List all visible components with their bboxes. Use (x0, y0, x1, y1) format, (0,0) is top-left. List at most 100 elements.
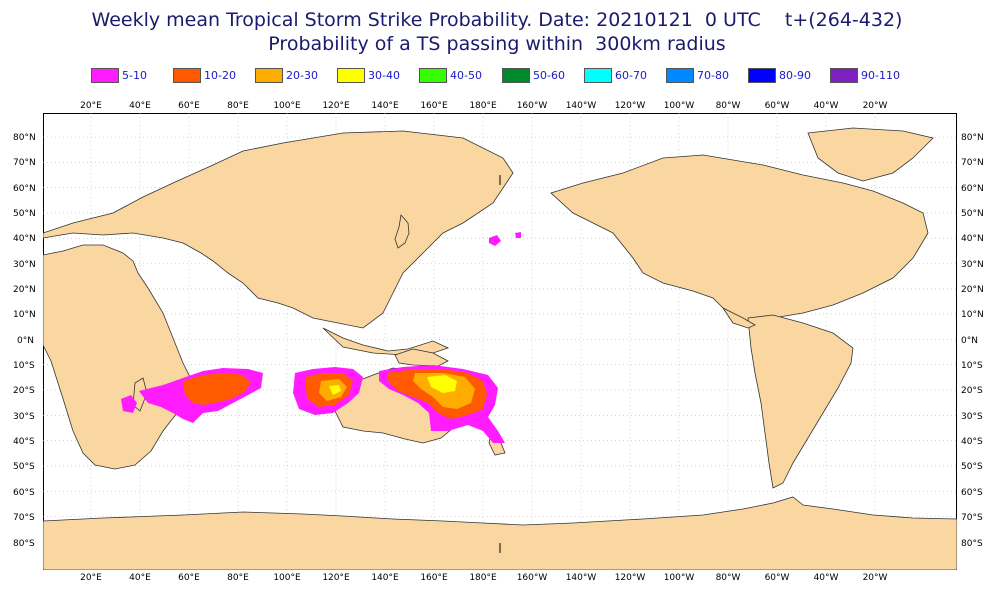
lat-label: 10°N (13, 310, 36, 320)
lat-label: 50°S (961, 462, 983, 472)
lon-label: 40°E (129, 573, 151, 583)
greenland (807, 127, 934, 182)
lat-label: 30°N (13, 260, 36, 270)
legend-item: 10-20 (173, 66, 236, 84)
lat-label: 60°N (13, 184, 36, 194)
north-america (550, 154, 929, 326)
central-america (721, 306, 756, 329)
legend-item: 20-30 (255, 66, 318, 84)
eurasia (43, 130, 514, 329)
lat-label: 30°N (961, 260, 984, 270)
prob-5-10-madagascar (121, 395, 137, 413)
legend-swatch (337, 67, 365, 83)
lon-label: 60°E (178, 101, 200, 111)
legend-swatch (748, 67, 776, 83)
lon-label: 20°E (80, 573, 102, 583)
lat-label: 80°N (13, 133, 36, 143)
land (43, 127, 957, 570)
lon-label: 160°E (420, 101, 448, 111)
lat-label: 0°N (17, 336, 34, 346)
lat-label: 60°S (13, 488, 35, 498)
lon-label: 100°W (663, 101, 695, 111)
legend-label: 50-60 (533, 68, 565, 82)
lon-label: 20°W (862, 573, 888, 583)
legend-label: 80-90 (779, 68, 811, 82)
lat-label: 60°S (961, 488, 983, 498)
lat-label: 70°S (13, 513, 35, 523)
legend-label: 90-110 (861, 68, 900, 82)
lat-label: 30°S (961, 412, 983, 422)
legend-swatch (666, 67, 694, 83)
lon-label: 100°E (273, 101, 301, 111)
lat-label: 80°N (961, 133, 984, 143)
lon-label: 160°W (516, 101, 548, 111)
lon-label: 120°W (614, 573, 646, 583)
lat-label: 0°N (961, 336, 978, 346)
lon-label: 60°W (764, 101, 790, 111)
lon-label: 180°E (469, 101, 497, 111)
probability-overlay (121, 232, 521, 443)
indonesia (322, 327, 450, 356)
legend-swatch (255, 67, 283, 83)
lat-label: 20°N (13, 285, 36, 295)
prob-30-40-west-australia (329, 385, 341, 395)
lon-label: 20°E (80, 101, 102, 111)
lat-label: 30°S (13, 412, 35, 422)
south-america (747, 314, 854, 489)
legend-item: 50-60 (502, 66, 565, 84)
lon-label: 100°W (663, 573, 695, 583)
legend-item: 70-80 (666, 66, 729, 84)
lon-label: 60°E (178, 573, 200, 583)
lat-label: 50°N (961, 209, 984, 219)
legend-item: 30-40 (337, 66, 400, 84)
world-map (43, 113, 957, 570)
legend-item: 40-50 (419, 66, 482, 84)
lat-label: 40°N (961, 234, 984, 244)
lat-label: 20°S (961, 386, 983, 396)
lon-label: 180°E (469, 573, 497, 583)
lon-label: 140°W (565, 573, 597, 583)
lat-label: 10°S (13, 361, 35, 371)
legend-item: 80-90 (748, 66, 811, 84)
lon-label: 60°W (764, 573, 790, 583)
legend-item: 60-70 (584, 66, 647, 84)
lat-label: 50°N (13, 209, 36, 219)
lon-label: 140°E (371, 101, 399, 111)
lon-label: 40°W (813, 573, 839, 583)
lon-label: 160°E (420, 573, 448, 583)
lon-label: 80°W (715, 573, 741, 583)
map-title: Weekly mean Tropical Storm Strike Probab… (91, 9, 903, 31)
lat-label: 80°S (13, 539, 35, 549)
legend-swatch (584, 67, 612, 83)
legend-label: 70-80 (697, 68, 729, 82)
lon-label: 80°E (227, 573, 249, 583)
lat-label: 40°S (961, 437, 983, 447)
lat-label: 40°S (13, 437, 35, 447)
prob-5-10-north-pacific-2 (515, 232, 521, 238)
probability-legend: 5-10 10-20 20-30 30-40 40-50 50-60 60-70… (0, 66, 994, 84)
lat-label: 60°N (961, 184, 984, 194)
africa (43, 244, 196, 470)
lat-label: 20°S (13, 386, 35, 396)
legend-swatch (173, 67, 201, 83)
new-guinea (394, 348, 449, 367)
lon-label: 40°E (129, 101, 151, 111)
lon-label: 20°W (862, 101, 888, 111)
lon-label: 120°E (322, 573, 350, 583)
lat-label: 70°N (961, 158, 984, 168)
legend-item: 90-110 (830, 66, 900, 84)
antarctica (43, 496, 957, 570)
lon-label: 160°W (516, 573, 548, 583)
legend-swatch (502, 67, 530, 83)
lat-label: 40°N (13, 234, 36, 244)
lon-label: 80°E (227, 101, 249, 111)
lon-label: 100°E (273, 573, 301, 583)
lon-label: 140°W (565, 101, 597, 111)
lon-label: 80°W (715, 101, 741, 111)
legend-label: 30-40 (368, 68, 400, 82)
legend-label: 40-50 (450, 68, 482, 82)
prob-10-20-indian-ocean (183, 373, 251, 405)
lat-label: 50°S (13, 462, 35, 472)
legend-label: 60-70 (615, 68, 647, 82)
legend-swatch (830, 67, 858, 83)
